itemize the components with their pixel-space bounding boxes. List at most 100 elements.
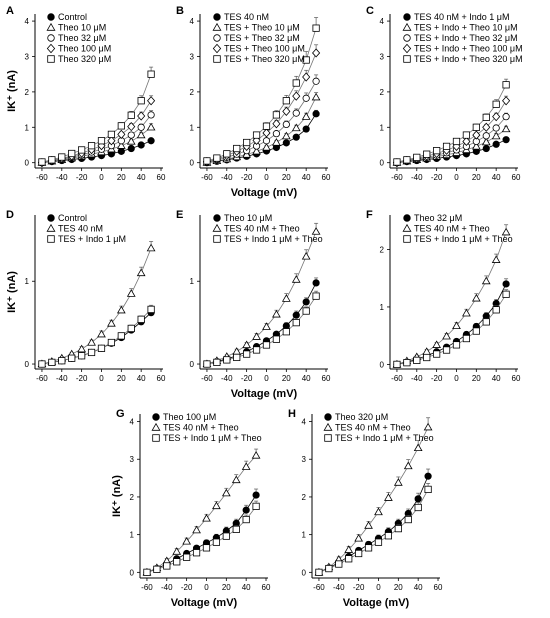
y-axis-title: IK⁺ (nA) [6, 70, 18, 112]
legend-label: TES 40 nM + Indo 1 μM [414, 12, 509, 22]
y-tick-label: 2 [380, 88, 385, 97]
data-point [442, 142, 451, 151]
data-point [203, 360, 211, 368]
data-point [501, 124, 511, 133]
series-line [146, 455, 257, 573]
x-tick-label: -40 [411, 173, 423, 182]
data-point [312, 77, 320, 85]
data-point [252, 346, 261, 354]
data-point [242, 340, 252, 349]
data-point [364, 521, 373, 529]
data-point [312, 292, 320, 300]
data-point [172, 547, 182, 555]
x-tick-label: 20 [394, 583, 403, 592]
y-tick-label: 1 [190, 277, 195, 286]
legend-label: TES + Indo 1 μM + Theo [414, 234, 513, 244]
data-point [147, 137, 155, 145]
data-point [212, 538, 221, 546]
data-point [127, 111, 135, 119]
x-tick-label: 0 [264, 374, 269, 383]
data-point [325, 564, 333, 573]
x-tick-label: -60 [313, 583, 325, 592]
x-tick-label: 60 [322, 173, 331, 182]
data-point [282, 97, 290, 105]
legend-marker [213, 34, 221, 42]
data-point [107, 136, 116, 146]
data-point [292, 311, 300, 319]
series-line [396, 294, 507, 365]
legend-label: TES 40 nM + Theo [414, 224, 490, 234]
x-tick-label: 40 [492, 374, 501, 383]
legend-label: TES + Indo 1 μM [58, 234, 126, 244]
x-tick-label: -20 [181, 583, 193, 592]
legend-label: Theo 32 μM [58, 33, 106, 43]
data-point [107, 338, 116, 347]
data-point [262, 122, 271, 130]
x-tick-label: -20 [241, 374, 253, 383]
data-point [232, 525, 240, 533]
data-point [173, 558, 181, 566]
data-point [292, 91, 301, 101]
series-line [41, 309, 152, 365]
series-1 [143, 488, 260, 576]
panel-C: C -60 -40 -20 0 20 40 60 0 1 2 3 4 TES 40 nM + Indo 1… [366, 5, 523, 182]
data-point [335, 560, 343, 568]
legend-label: TES 40 nM + Theo [335, 423, 411, 433]
y-tick-label: 4 [380, 17, 385, 26]
legend-marker [152, 434, 160, 442]
data-point [87, 338, 96, 346]
data-point [492, 100, 500, 108]
data-point [117, 129, 126, 139]
legend-label: TES 40 nM + Theo [224, 224, 300, 234]
data-point [502, 81, 510, 89]
data-point [38, 360, 46, 368]
x-tick-label: 20 [222, 583, 231, 592]
x-tick-label: 40 [137, 173, 146, 182]
panel-letter: H [288, 408, 296, 420]
series-line [318, 489, 429, 573]
x-tick-label: -20 [76, 173, 88, 182]
y-tick-label: 4 [25, 17, 30, 26]
x-tick-label: 60 [512, 374, 521, 383]
legend-label: TES + Indo 1 μM + Theo [163, 433, 262, 443]
x-tick-label: 60 [434, 583, 443, 592]
data-point [262, 128, 271, 138]
data-point [414, 503, 422, 512]
legend-label: Theo 320 μM [58, 54, 111, 64]
data-point [68, 149, 76, 158]
legend-marker [47, 34, 55, 42]
data-point [384, 532, 393, 540]
panel-letter: A [6, 5, 14, 17]
series-2 [202, 222, 321, 368]
data-point [272, 309, 281, 318]
data-point [243, 138, 251, 147]
legend-marker [213, 214, 221, 222]
series-line [41, 247, 152, 365]
data-point [482, 144, 490, 153]
series-5 [203, 17, 320, 165]
data-point [163, 562, 171, 570]
y-tick-label: 4 [130, 418, 135, 427]
x-axis-title: Voltage (mV) [231, 187, 298, 199]
series-3 [393, 289, 510, 369]
legend-label: Theo 10 μM [224, 213, 272, 223]
data-point [502, 136, 510, 144]
data-point [97, 137, 106, 145]
y-tick-label: 1 [25, 277, 30, 286]
series-line [206, 295, 317, 365]
x-tick-label: -40 [221, 173, 233, 182]
data-point [492, 112, 501, 122]
y-tick-label: 0 [380, 360, 385, 369]
data-point [482, 318, 490, 326]
panel-H: H -60 -40 -20 0 20 40 60 0 1 2 3 4 Voltage (mV) Theo 3… [288, 408, 443, 609]
data-point [232, 347, 242, 355]
data-point [147, 111, 155, 119]
data-point [272, 119, 281, 129]
data-point [143, 568, 151, 576]
data-point [48, 156, 56, 164]
series-5 [393, 78, 510, 166]
data-point [241, 462, 251, 470]
data-point [223, 150, 231, 158]
